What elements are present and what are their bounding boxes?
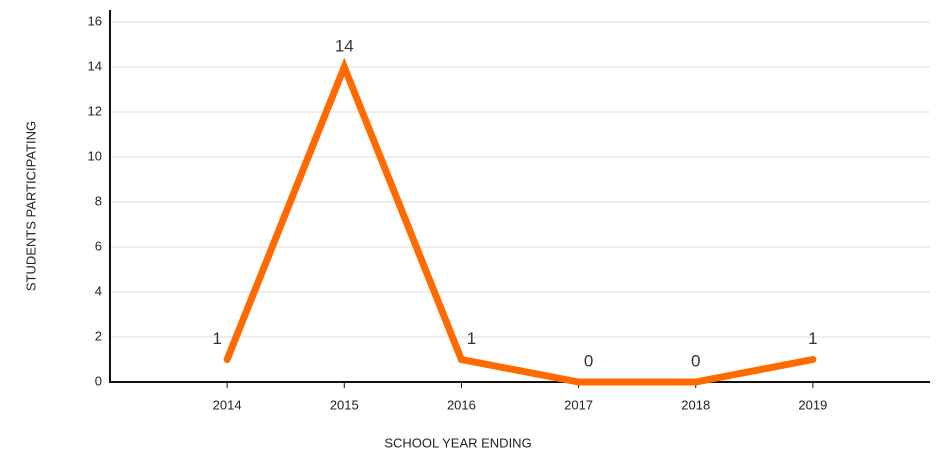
x-axis-label: SCHOOL YEAR ENDING: [384, 435, 531, 450]
data-line: [223, 57, 817, 386]
x-tick-label: 2017: [564, 397, 593, 412]
y-tick-label: 12: [88, 103, 102, 118]
data-label: 14: [335, 36, 354, 55]
x-tick-label: 2014: [213, 397, 242, 412]
y-tick-label: 10: [88, 148, 102, 163]
x-tick-label: 2018: [681, 397, 710, 412]
y-tick-label: 0: [95, 373, 102, 388]
x-tick-label: 2019: [798, 397, 827, 412]
y-axis-label: STUDENTS PARTICIPATING: [23, 121, 38, 291]
x-tick-label: 2015: [330, 397, 359, 412]
data-label: 0: [691, 351, 700, 370]
y-tick-label: 4: [95, 283, 102, 298]
y-tick-label: 8: [95, 193, 102, 208]
data-label: 1: [467, 329, 476, 348]
y-tick-label: 14: [88, 58, 102, 73]
data-label: 1: [808, 329, 817, 348]
y-tick-label: 2: [95, 328, 102, 343]
y-tick-label: 16: [88, 13, 102, 28]
x-tick-label: 2016: [447, 397, 476, 412]
data-label: 1: [212, 329, 221, 348]
data-label: 0: [584, 351, 593, 370]
y-tick-label: 6: [95, 238, 102, 253]
